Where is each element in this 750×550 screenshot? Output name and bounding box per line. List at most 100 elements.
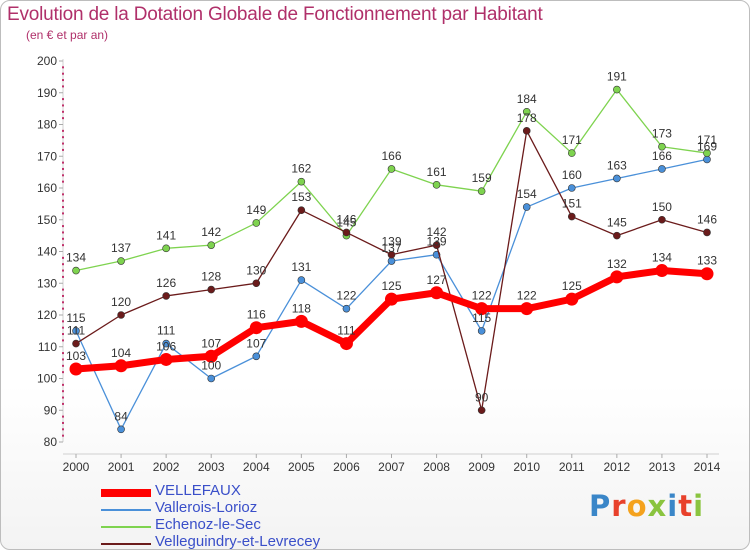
y-minor-tick: [62, 333, 64, 336]
legend-swatch: [101, 526, 151, 528]
data-point: [207, 374, 216, 383]
data-point: [117, 257, 125, 265]
y-minor-tick: [62, 237, 64, 240]
proxiti-logo: Proxiti: [589, 489, 704, 523]
data-point: [252, 279, 261, 288]
y-minor-tick: [62, 142, 64, 145]
y-minor-tick: [62, 225, 64, 228]
legend-label: VELLEFAUX: [155, 482, 241, 499]
chart-subtitle: (en € et par an): [26, 28, 109, 42]
y-minor-tick: [62, 288, 64, 291]
logo-letter: i: [667, 489, 679, 523]
data-point: [69, 362, 83, 376]
x-tick-label: 2004: [243, 460, 270, 474]
data-point: [658, 165, 666, 173]
y-minor-tick: [62, 402, 64, 405]
y-tick-label: 80: [44, 435, 58, 449]
data-point: [252, 352, 261, 361]
data-point: [475, 302, 489, 316]
data-label: 103: [66, 349, 86, 363]
y-minor-tick: [62, 352, 64, 355]
chart-title: Evolution de la Dotation Globale de Fonc…: [7, 4, 543, 25]
data-point: [159, 352, 173, 366]
y-tick-label: 180: [37, 118, 57, 132]
y-tick-label: 150: [37, 213, 57, 227]
x-tick-label: 2012: [604, 460, 631, 474]
data-label: 162: [291, 162, 311, 176]
data-point: [565, 292, 579, 306]
data-label: 122: [336, 289, 356, 303]
data-label: 137: [111, 241, 131, 255]
data-point: [567, 212, 576, 221]
data-point: [252, 219, 261, 227]
y-minor-tick: [62, 180, 64, 183]
y-minor-tick: [62, 383, 64, 386]
data-point: [162, 292, 170, 300]
data-label: 120: [111, 295, 131, 309]
data-label: 106: [156, 339, 176, 353]
data-label: 90: [475, 390, 489, 404]
data-label: 111: [67, 324, 86, 338]
data-label: 160: [562, 168, 582, 182]
y-minor-tick: [62, 136, 64, 139]
y-minor-tick: [62, 263, 64, 266]
y-minor-tick: [62, 148, 64, 151]
data-label: 159: [472, 171, 492, 185]
data-point: [477, 327, 486, 335]
x-tick-label: 2007: [378, 460, 405, 474]
data-point: [522, 108, 531, 116]
data-point: [432, 241, 441, 249]
logo-letter: t: [678, 489, 694, 523]
data-point: [522, 127, 531, 135]
data-label: 154: [517, 187, 537, 201]
y-tick-label: 170: [37, 149, 57, 163]
data-label: 116: [247, 308, 266, 322]
y-minor-tick: [62, 85, 64, 88]
data-label: 161: [427, 165, 447, 179]
data-point: [342, 228, 351, 237]
y-minor-tick: [62, 244, 64, 247]
data-point: [297, 276, 306, 284]
x-tick-label: 2014: [694, 460, 721, 474]
data-point: [207, 285, 216, 294]
legend-label: Echenoz-le-Sec: [155, 516, 261, 533]
data-label: 132: [607, 257, 627, 271]
y-minor-tick: [62, 72, 64, 75]
y-minor-tick: [62, 231, 64, 234]
data-label: 146: [336, 212, 356, 226]
x-tick-label: 2013: [649, 460, 676, 474]
data-point: [294, 314, 308, 328]
data-label: 149: [246, 203, 266, 217]
y-minor-tick: [62, 174, 64, 177]
data-label: 122: [472, 289, 492, 303]
y-minor-tick: [62, 428, 64, 431]
y-minor-tick: [62, 301, 64, 304]
data-point: [339, 337, 353, 351]
y-tick-label: 110: [38, 340, 57, 354]
y-minor-tick: [62, 212, 64, 215]
y-minor-tick: [62, 269, 64, 272]
data-point: [613, 174, 621, 183]
data-label: 104: [111, 346, 131, 360]
legend-swatch: [101, 489, 151, 497]
y-minor-tick: [62, 390, 64, 393]
y-minor-tick: [62, 104, 64, 107]
data-label: 171: [697, 133, 717, 147]
data-label: 118: [292, 301, 311, 315]
y-minor-tick: [62, 358, 64, 361]
y-minor-tick: [62, 117, 64, 120]
data-label: 142: [201, 225, 221, 239]
x-tick-label: 2003: [198, 460, 225, 474]
data-label: 100: [201, 359, 221, 373]
logo-letter: x: [647, 489, 668, 523]
y-tick-label: 140: [37, 245, 57, 259]
data-point: [249, 321, 263, 335]
y-minor-tick: [62, 434, 64, 437]
data-point: [432, 181, 441, 189]
y-minor-tick: [62, 396, 64, 399]
data-point: [613, 231, 621, 240]
data-label: 173: [652, 127, 672, 141]
data-label: 145: [336, 216, 356, 230]
data-label: 137: [381, 241, 401, 255]
